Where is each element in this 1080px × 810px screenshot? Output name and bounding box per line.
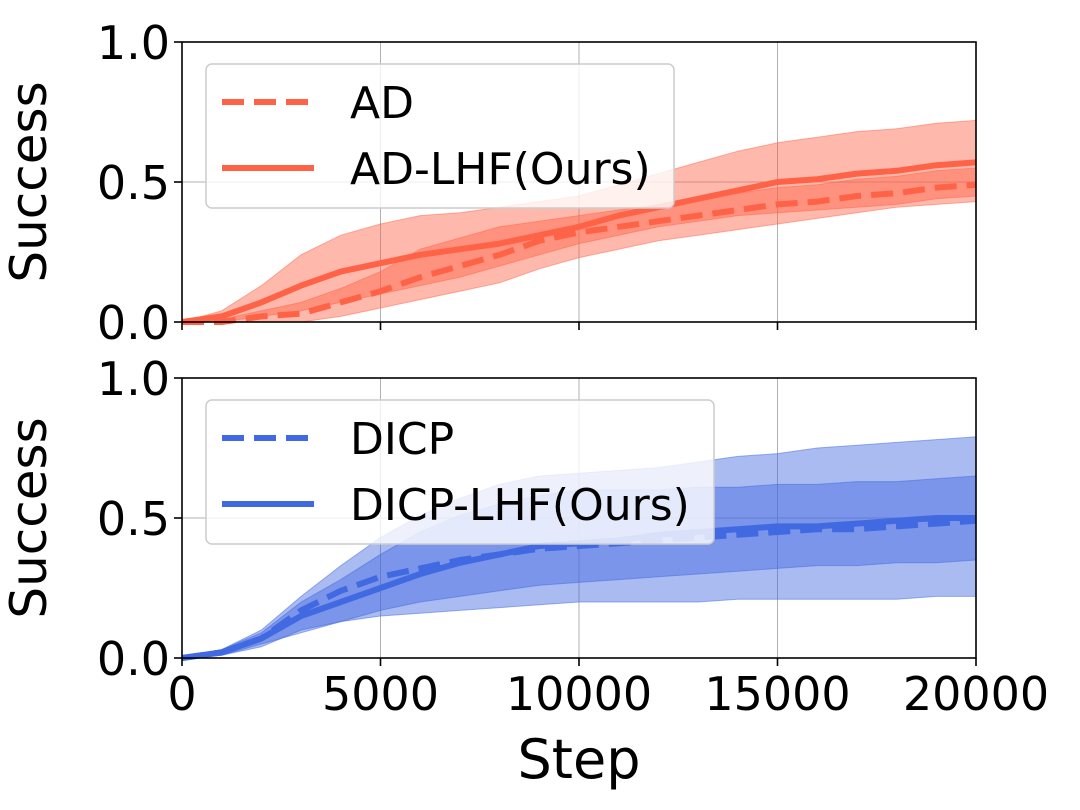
y-tick-label: 0.0 bbox=[97, 632, 170, 686]
y-tick-label: 0.5 bbox=[97, 492, 170, 546]
series-line-1 bbox=[182, 181, 977, 325]
legend: AD AD-LHF(Ours) bbox=[205, 63, 675, 209]
bottom-panel: 0.0 0.5 1.0 0 5000 10000 15000 20000 Success DICP… bbox=[0, 352, 1049, 721]
x-tick-label: 15000 bbox=[704, 667, 850, 721]
x-tick-label: 5000 bbox=[322, 667, 439, 721]
legend-label-2: AD-LHF(Ours) bbox=[350, 144, 651, 195]
x-tick-label: 20000 bbox=[903, 667, 1049, 721]
legend-box bbox=[205, 63, 675, 209]
y-tick-label: 0.5 bbox=[97, 156, 170, 210]
y-tick-label: 1.0 bbox=[97, 16, 170, 70]
legend-label-1: AD bbox=[350, 78, 414, 129]
x-axis-label: Step bbox=[518, 728, 641, 791]
legend-label-2: DICP-LHF(Ours) bbox=[350, 480, 690, 531]
x-tick-label: 10000 bbox=[506, 667, 652, 721]
y-tick-label: 1.0 bbox=[97, 352, 170, 406]
legend-label-1: DICP bbox=[350, 414, 454, 465]
legend: DICP DICP-LHF(Ours) bbox=[205, 399, 715, 545]
y-tick-label: 0.0 bbox=[97, 296, 170, 350]
shared-x-axis: Step bbox=[518, 728, 641, 791]
x-tick-label: 0 bbox=[167, 667, 196, 721]
series-line-2 bbox=[181, 159, 977, 325]
y-axis-label: Success bbox=[0, 417, 58, 618]
legend-box bbox=[205, 399, 715, 545]
y-axis-label: Success bbox=[0, 81, 58, 282]
top-panel: 0.0 0.5 1.0 Success AD AD-LHF(Ours) bbox=[0, 16, 977, 350]
